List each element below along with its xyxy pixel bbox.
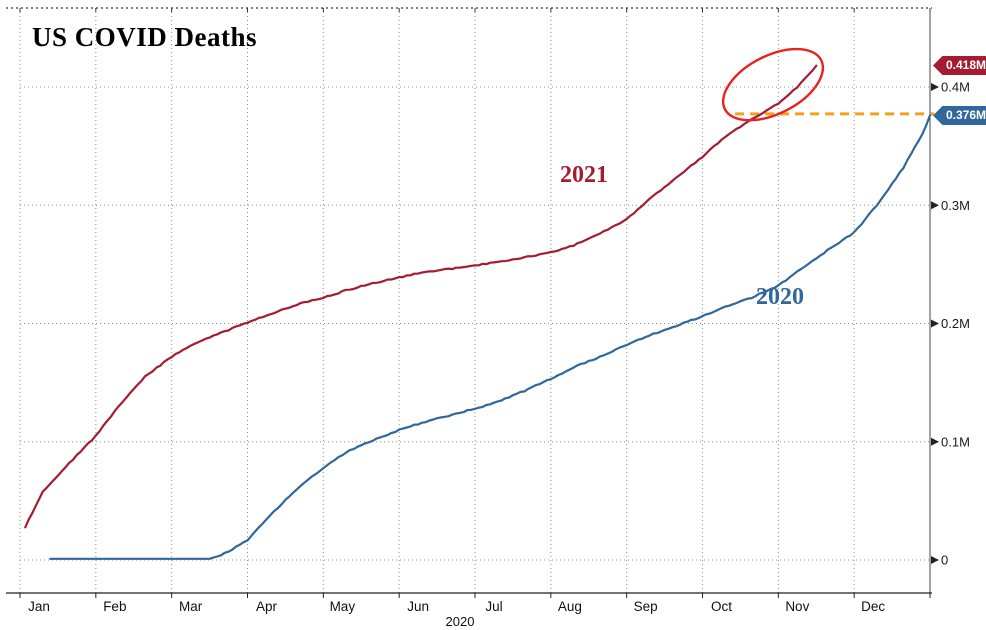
svg-text:Jun: Jun	[407, 599, 429, 614]
svg-text:Aug: Aug	[558, 599, 582, 614]
series-line-2021	[24, 64, 818, 529]
svg-text:Oct: Oct	[711, 599, 732, 614]
x-axis-month-labels: Jan Feb Mar Apr May Jun Jul Aug Sep Oct Nov Dec	[28, 599, 885, 614]
svg-text:Feb: Feb	[103, 599, 126, 614]
series-label-2020: 2020	[756, 284, 804, 310]
svg-text:0.3M: 0.3M	[941, 198, 970, 213]
svg-text:0.4M: 0.4M	[941, 80, 970, 95]
value-badge-2020: 0.376M	[933, 106, 986, 125]
series-label-2021: 2021	[560, 162, 608, 188]
svg-text:0: 0	[941, 553, 948, 568]
svg-text:Jul: Jul	[485, 599, 502, 614]
svg-text:0.2M: 0.2M	[941, 316, 970, 331]
svg-text:Mar: Mar	[179, 599, 203, 614]
svg-text:May: May	[330, 599, 356, 614]
axis-layer	[6, 7, 932, 598]
y-axis-labels: 0 0.1M 0.2M 0.3M 0.4M	[931, 80, 970, 568]
value-badge-2021: 0.418M	[933, 56, 986, 75]
svg-text:Jan: Jan	[28, 599, 50, 614]
grid-layer	[19, 8, 930, 593]
chart-title: US COVID Deaths	[32, 22, 258, 52]
svg-text:0.1M: 0.1M	[941, 434, 970, 449]
svg-text:Nov: Nov	[785, 599, 809, 614]
svg-text:Sep: Sep	[634, 599, 658, 614]
svg-text:Dec: Dec	[861, 599, 885, 614]
series-line-2020	[49, 114, 932, 560]
svg-text:Apr: Apr	[256, 599, 278, 614]
x-axis-year-label: 2020	[445, 614, 475, 629]
highlight-ellipse	[721, 47, 825, 122]
